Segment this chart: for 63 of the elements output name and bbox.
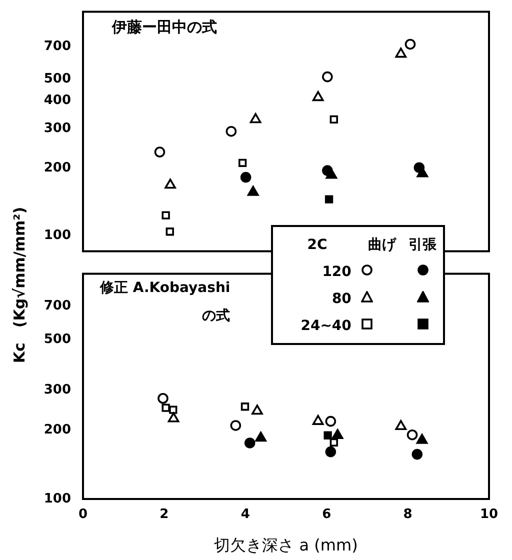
legend-label: 80 [330,290,352,308]
point [168,412,180,422]
point [247,186,259,196]
y-tick-label: 500 [44,332,71,347]
x-tick-label: 0 [78,507,88,522]
point [324,195,334,204]
point [164,178,176,189]
y-tick-label: 300 [44,382,71,398]
point [332,428,344,440]
point [252,404,263,415]
x-tick-label: 4 [240,507,250,522]
point [312,414,324,425]
point [395,48,407,58]
legend-label: 24~40 [300,316,352,336]
annotation: 引張 [408,236,438,254]
annotation: 修正 A.Kobayashi の式 [100,279,230,326]
x-axis-title: 切欠き深さ a (mm) [214,536,358,555]
point [330,115,338,124]
annotation: 曲げ [366,236,398,254]
y-tick-label: 700 [44,38,71,54]
point [154,146,166,158]
y-tick-label: 200 [44,422,71,438]
point [412,448,423,460]
y-tick-label: 700 [44,298,71,314]
y-tick-label: 300 [44,121,71,136]
point [312,91,324,102]
point [166,228,174,236]
point [162,404,170,412]
point [395,420,407,430]
x-tick-label: 8 [403,507,412,522]
point [158,392,168,404]
y-tick-label: 200 [44,160,71,176]
y-axis-title: Kc (Kg√mm/mm²) [10,206,30,364]
point [250,113,262,124]
x-tick-label: 6 [322,507,332,522]
legend-label: 120 [321,262,352,282]
point [322,165,333,176]
point [414,162,425,174]
point [240,172,252,183]
point [255,432,266,442]
y-tick-label: 100 [44,228,71,243]
point [324,431,332,440]
point [322,71,333,82]
point [330,438,338,446]
point [416,434,428,444]
point [325,446,336,458]
point [238,158,247,167]
point [226,126,237,137]
x-tick-label: 10 [480,507,498,522]
point [169,406,178,414]
point [230,420,242,431]
point [325,416,336,427]
point [406,429,418,440]
point [404,38,416,50]
point [240,402,250,411]
y-tick-label: 500 [44,71,71,86]
y-tick-label: 100 [44,491,71,506]
point [244,438,256,448]
x-tick-label: 2 [160,507,169,522]
annotation: 伊藤ー田中の式 [112,18,217,37]
y-tick-label: 400 [44,93,71,108]
point [162,211,170,220]
legend-title: 2C [306,236,328,254]
